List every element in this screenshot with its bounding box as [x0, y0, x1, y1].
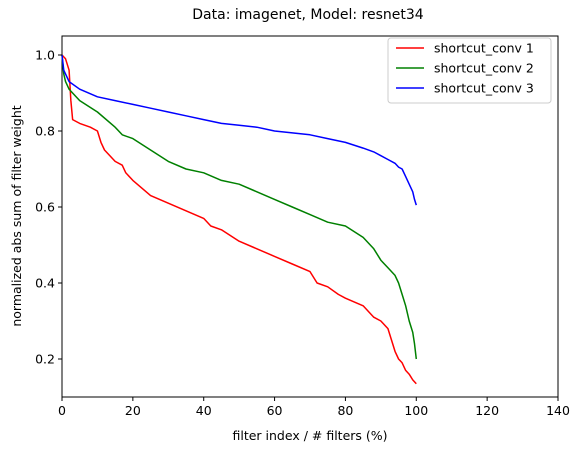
y-tick-label: 0.6	[35, 200, 55, 215]
x-axis-ticks: 0 20 40 60 80 100 120 140	[58, 397, 570, 418]
legend-label-1: shortcut_conv 1	[434, 41, 534, 56]
series-line-1	[61, 54, 417, 385]
y-tick-label: 0.4	[35, 276, 55, 291]
plot-frame	[61, 35, 559, 398]
x-tick-label: 120	[475, 403, 499, 418]
x-tick-label: 20	[125, 403, 141, 418]
x-tick-label: 0	[58, 403, 66, 418]
legend: shortcut_conv 1 shortcut_conv 2 shortcut_c…	[387, 37, 552, 104]
y-axis-ticks: 0.2 0.4 0.6 0.8 1.0	[35, 48, 62, 367]
y-tick-label: 0.2	[35, 352, 55, 367]
series-layer	[61, 54, 418, 385]
x-tick-label: 140	[546, 403, 570, 418]
y-tick-label: 0.8	[35, 124, 55, 139]
x-tick-label: 60	[267, 403, 283, 418]
series-line-2	[61, 54, 418, 360]
chart-title: Data: imagenet, Model: resnet34	[192, 7, 424, 23]
legend-label-3: shortcut_conv 3	[434, 81, 534, 96]
series-line-3	[61, 54, 418, 206]
legend-label-2: shortcut_conv 2	[434, 61, 534, 76]
y-tick-label: 1.0	[35, 48, 55, 63]
x-tick-label: 100	[404, 403, 428, 418]
x-axis-label: filter index / # filters (%)	[232, 428, 387, 443]
legend-box	[387, 37, 552, 104]
y-axis-label: normalized abs sum of filter weight	[9, 105, 24, 326]
x-tick-label: 80	[337, 403, 353, 418]
x-tick-label: 40	[196, 403, 212, 418]
plot-area: 0 20 40 60 80 100 120 140 0.2 0.4 0.6 0.8 1.0	[35, 35, 570, 418]
